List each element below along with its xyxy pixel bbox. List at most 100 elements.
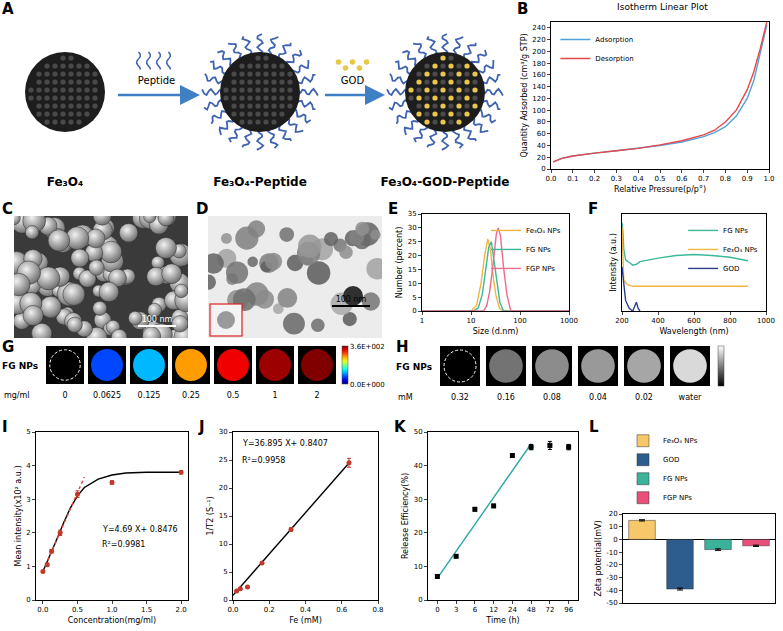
svg-text:0.3: 0.3 (611, 175, 622, 183)
svg-text:0: 0 (412, 307, 416, 315)
svg-text:1: 1 (420, 317, 424, 325)
svg-text:200: 200 (615, 317, 628, 325)
svg-text:0.08: 0.08 (543, 393, 561, 402)
svg-text:-40: -40 (606, 587, 617, 595)
svg-text:Desorption: Desorption (595, 55, 633, 63)
svg-text:6: 6 (473, 606, 478, 614)
svg-text:160: 160 (532, 71, 545, 79)
svg-text:48: 48 (527, 606, 536, 614)
svg-text:5: 5 (412, 294, 416, 302)
svg-text:Fe₃O₄-GOD-Peptide: Fe₃O₄-GOD-Peptide (381, 175, 510, 189)
svg-text:25: 25 (408, 238, 417, 246)
svg-text:1.0: 1.0 (106, 606, 117, 614)
svg-text:0: 0 (223, 596, 227, 604)
svg-text:Number (percent): Number (percent) (395, 227, 404, 299)
svg-text:220: 220 (532, 36, 545, 44)
svg-text:0.32: 0.32 (451, 393, 469, 402)
svg-text:Isotherm Linear Plot: Isotherm Linear Plot (617, 2, 708, 12)
svg-text:800: 800 (723, 317, 736, 325)
svg-text:3: 3 (26, 496, 30, 504)
svg-text:FG NPs: FG NPs (396, 362, 432, 372)
svg-text:120: 120 (532, 95, 545, 103)
svg-text:15: 15 (408, 266, 417, 274)
svg-text:10: 10 (467, 317, 476, 325)
svg-text:20: 20 (537, 154, 546, 162)
svg-text:0: 0 (62, 391, 67, 400)
svg-text:Fe (mM): Fe (mM) (289, 616, 322, 625)
svg-text:100 nm: 100 nm (336, 295, 367, 304)
svg-text:100: 100 (513, 317, 526, 325)
svg-text:400: 400 (651, 317, 664, 325)
svg-text:0.16: 0.16 (497, 393, 515, 402)
svg-text:20: 20 (609, 510, 618, 518)
svg-text:35: 35 (408, 210, 417, 218)
svg-text:Fe₃O₄ NPs: Fe₃O₄ NPs (723, 246, 758, 254)
svg-text:FG NPs: FG NPs (526, 246, 551, 254)
svg-text:40: 40 (537, 142, 546, 150)
svg-text:100: 100 (532, 107, 545, 115)
svg-text:0.125: 0.125 (138, 391, 161, 400)
svg-text:0.0: 0.0 (545, 175, 556, 183)
svg-text:0.0: 0.0 (37, 606, 48, 614)
svg-text:0.4: 0.4 (633, 175, 645, 183)
svg-text:Peptide: Peptide (138, 75, 175, 86)
svg-text:3.6E+002: 3.6E+002 (350, 343, 385, 351)
svg-text:R²=0.9981: R²=0.9981 (102, 540, 145, 549)
svg-text:FG NPs: FG NPs (2, 361, 38, 371)
svg-text:0.25: 0.25 (182, 391, 200, 400)
svg-text:0.0E+000: 0.0E+000 (350, 381, 385, 389)
svg-text:0.02: 0.02 (635, 393, 653, 402)
svg-text:0.6: 0.6 (676, 175, 688, 183)
svg-text:Y=4.69 X+ 0.8476: Y=4.69 X+ 0.8476 (102, 525, 178, 534)
svg-text:Mean intensity(x10² a.u.): Mean intensity(x10² a.u.) (14, 466, 23, 567)
svg-text:0.0625: 0.0625 (93, 391, 121, 400)
svg-text:0: 0 (418, 596, 422, 604)
svg-text:2: 2 (314, 391, 319, 400)
svg-text:30: 30 (219, 428, 228, 436)
svg-text:Intensity (a.u.): Intensity (a.u.) (609, 233, 618, 292)
svg-text:0.5: 0.5 (227, 391, 240, 400)
svg-text:100 nm: 100 nm (142, 315, 173, 324)
svg-text:30: 30 (408, 224, 417, 232)
svg-text:Y=36.895 X+ 0.8407: Y=36.895 X+ 0.8407 (242, 439, 328, 448)
svg-text:10: 10 (408, 280, 417, 288)
svg-text:15: 15 (219, 512, 228, 520)
svg-text:0.5: 0.5 (654, 175, 665, 183)
svg-text:24: 24 (508, 606, 517, 614)
svg-text:1000: 1000 (757, 317, 775, 325)
svg-text:40: 40 (414, 462, 423, 470)
svg-text:5: 5 (223, 568, 227, 576)
svg-text:0.2: 0.2 (589, 175, 600, 183)
svg-text:Fe₃O₄-Peptide: Fe₃O₄-Peptide (213, 175, 307, 189)
svg-text:Zeta potential(mV): Zeta potential(mV) (594, 520, 603, 596)
svg-text:-50: -50 (606, 599, 617, 607)
svg-text:R²=0.9958: R²=0.9958 (242, 456, 285, 465)
svg-text:0.04: 0.04 (589, 393, 607, 402)
svg-text:0.8: 0.8 (372, 606, 383, 614)
svg-text:600: 600 (687, 317, 700, 325)
svg-text:1: 1 (26, 563, 30, 571)
svg-text:FGP NPs: FGP NPs (663, 494, 692, 502)
svg-text:180: 180 (532, 60, 545, 68)
svg-text:Release Efficiency(%): Release Efficiency(%) (401, 473, 410, 559)
svg-text:5: 5 (26, 428, 30, 436)
svg-text:0.5: 0.5 (72, 606, 83, 614)
svg-text:2.0: 2.0 (176, 606, 187, 614)
svg-text:0.9: 0.9 (742, 175, 753, 183)
svg-text:4: 4 (26, 462, 31, 470)
svg-text:20: 20 (414, 529, 423, 537)
svg-text:10: 10 (414, 563, 423, 571)
svg-text:mM: mM (398, 393, 413, 402)
svg-text:Time (h): Time (h) (485, 616, 519, 625)
svg-text:30: 30 (414, 496, 423, 504)
svg-text:FGP NPs: FGP NPs (526, 265, 555, 273)
svg-text:0: 0 (613, 536, 617, 544)
svg-text:2: 2 (26, 529, 30, 537)
svg-text:Relative Pressure(p/p°): Relative Pressure(p/p°) (614, 185, 706, 194)
svg-text:1000: 1000 (560, 317, 578, 325)
svg-text:20: 20 (219, 484, 228, 492)
svg-text:GOD: GOD (723, 265, 739, 273)
svg-text:FG NPs: FG NPs (723, 227, 748, 235)
svg-text:Adsorption: Adsorption (595, 36, 633, 44)
svg-text:60: 60 (537, 130, 546, 138)
